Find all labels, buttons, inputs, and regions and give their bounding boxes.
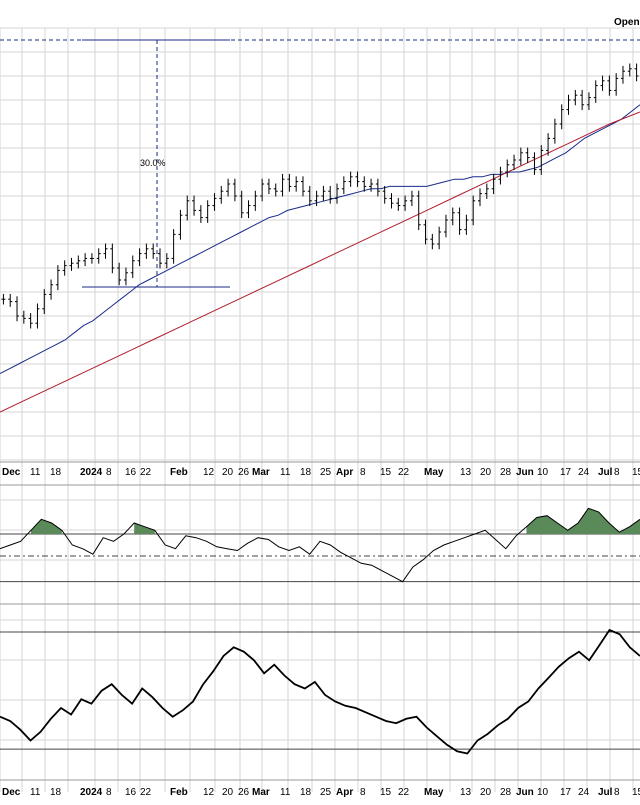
x-tick-label: 22 [398, 787, 410, 798]
x-tick-label: 10 [537, 787, 549, 798]
x-tick-label: 12 [203, 787, 215, 798]
x-tick-label: Jun [516, 787, 534, 798]
x-tick-label: 22 [140, 787, 152, 798]
x-tick-label: 20 [222, 467, 234, 478]
x-tick-label: May [424, 787, 444, 798]
x-tick-label: 8 [614, 787, 620, 798]
x-tick-label: 10 [537, 467, 549, 478]
x-tick-label: Dec [2, 787, 21, 798]
x-tick-label: 8 [614, 467, 620, 478]
x-tick-label: Mar [252, 467, 270, 478]
x-tick-label: 17 [560, 467, 572, 478]
moving-average-fast [0, 105, 640, 374]
x-tick-label: 12 [203, 467, 215, 478]
x-tick-label: 16 [125, 787, 137, 798]
x-tick-label: 8 [106, 467, 112, 478]
x-tick-label: 13 [460, 787, 472, 798]
x-tick-label: 20 [480, 467, 492, 478]
x-tick-label: 11 [280, 467, 291, 478]
x-tick-label: 8 [360, 467, 366, 478]
x-tick-label: 18 [50, 787, 62, 798]
x-tick-label: Apr [336, 467, 353, 478]
x-tick-label: 17 [560, 787, 572, 798]
x-tick-label: Apr [336, 787, 353, 798]
x-tick-label: 15 [632, 787, 640, 798]
indicator-overbought-fill [134, 523, 155, 534]
x-tick-label: 8 [106, 787, 112, 798]
oscillator-panel [0, 630, 640, 754]
x-tick-label: 22 [140, 467, 152, 478]
x-tick-label: 20 [480, 787, 492, 798]
oscillator-line [0, 630, 640, 754]
x-tick-label: 2024 [80, 787, 103, 798]
x-tick-label: 28 [500, 787, 512, 798]
x-tick-label: Dec [2, 467, 21, 478]
x-tick-label: 2024 [80, 467, 103, 478]
price-panel: 30.0% [0, 40, 640, 412]
x-tick-label: 15 [380, 467, 392, 478]
x-tick-label: 11 [30, 467, 41, 478]
x-tick-label: 11 [30, 787, 41, 798]
x-tick-label: 28 [500, 467, 512, 478]
grid [0, 28, 640, 792]
x-tick-label: 22 [398, 467, 410, 478]
x-tick-label: 24 [578, 467, 590, 478]
x-tick-label: 15 [632, 467, 640, 478]
x-tick-label: Feb [170, 787, 188, 798]
x-tick-label: 26 [238, 467, 250, 478]
x-tick-label: Jun [516, 467, 534, 478]
x-tick-label: Mar [252, 787, 270, 798]
x-tick-label: May [424, 467, 444, 478]
header-label: Open [614, 17, 640, 28]
x-tick-label: 15 [380, 787, 392, 798]
x-tick-label: 18 [300, 787, 312, 798]
x-tick-label: 25 [320, 467, 332, 478]
x-tick-label: Feb [170, 467, 188, 478]
x-tick-label: 20 [222, 787, 234, 798]
x-tick-label: 26 [238, 787, 250, 798]
x-tick-label: 18 [300, 467, 312, 478]
x-tick-label: 16 [125, 467, 137, 478]
x-tick-label: Jul [598, 787, 613, 798]
x-tick-label: 25 [320, 787, 332, 798]
x-tick-label: 8 [360, 787, 366, 798]
x-tick-label: Jul [598, 467, 613, 478]
x-tick-label: 24 [578, 787, 590, 798]
x-tick-label: 18 [50, 467, 62, 478]
measure-label: 30.0% [140, 158, 166, 168]
indicator-panel [0, 508, 640, 581]
x-tick-label: 13 [460, 467, 472, 478]
x-tick-label: 11 [280, 787, 291, 798]
moving-average-slow [0, 112, 640, 412]
